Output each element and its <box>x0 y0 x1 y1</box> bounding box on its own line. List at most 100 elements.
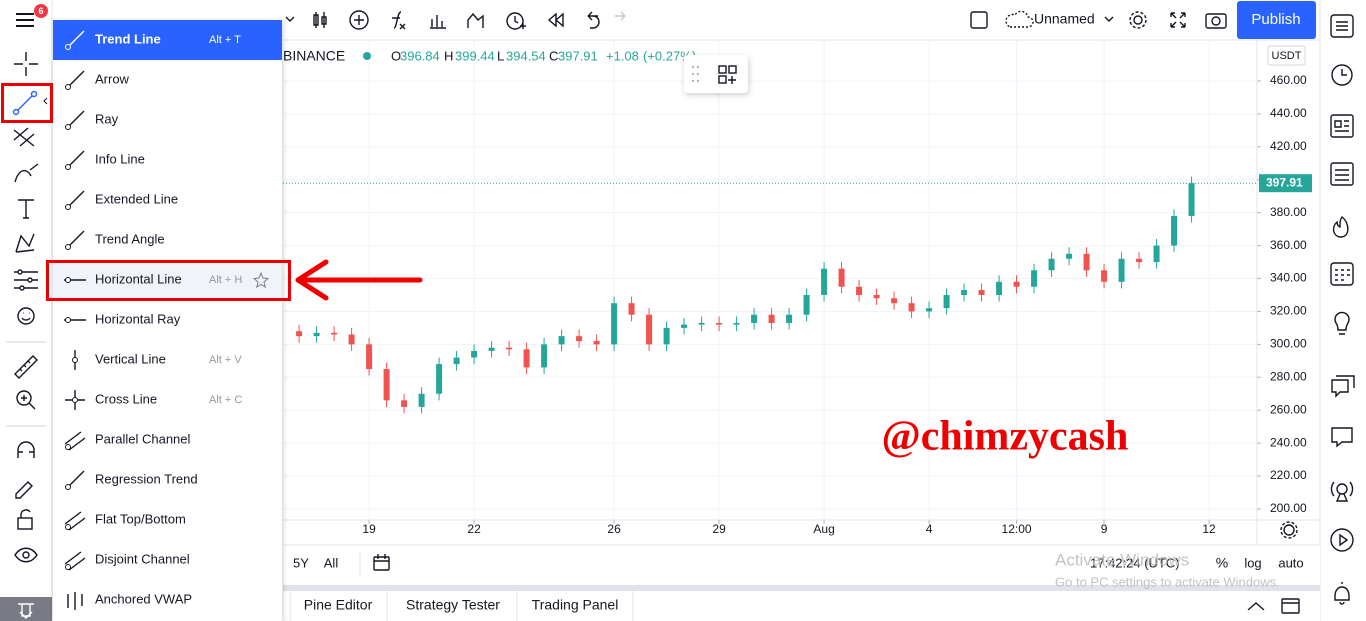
menu-item-label[interactable]: Vertical Line <box>95 351 166 366</box>
cloud-icon[interactable] <box>1005 10 1034 28</box>
drag-handle[interactable] <box>691 65 700 83</box>
replay-icon[interactable] <box>547 12 564 28</box>
chevron-icon[interactable] <box>1104 16 1114 22</box>
hands <box>1341 69 1347 76</box>
menu-item-label[interactable]: Anchored VWAP <box>95 591 192 606</box>
dot <box>12 108 20 116</box>
lock-draw-tool[interactable] <box>15 481 33 499</box>
alerts-icon[interactable] <box>1331 64 1353 86</box>
watchlist-icon[interactable] <box>1330 14 1354 38</box>
range-button[interactable]: All <box>324 555 339 570</box>
menu-item-label[interactable]: Arrow <box>95 71 130 86</box>
ideas-icon[interactable] <box>1334 311 1350 335</box>
trend-tool[interactable] <box>15 93 35 113</box>
candle-body <box>418 393 425 407</box>
rings <box>374 554 389 562</box>
range-button[interactable]: 5Y <box>293 555 309 570</box>
menu-item-label[interactable]: Trend Line <box>95 31 161 46</box>
expand-arrow[interactable] <box>43 97 48 105</box>
date-range-icon[interactable] <box>373 556 390 571</box>
menu-icon[interactable] <box>16 13 34 27</box>
currency[interactable]: USDT <box>1272 50 1302 62</box>
visibility-tool[interactable] <box>14 547 38 563</box>
menu-item-label[interactable]: Info Line <box>95 151 145 166</box>
menu-item-label[interactable]: Disjoint Channel <box>95 551 190 566</box>
menu-item-label[interactable]: Flat Top/Bottom <box>95 511 186 526</box>
brush-tool[interactable] <box>14 163 39 183</box>
menu-item-label[interactable]: Ray <box>95 111 119 126</box>
icon-dot <box>65 44 71 50</box>
menu-item-label[interactable]: Extended Line <box>95 191 178 206</box>
icon-tool[interactable] <box>17 307 35 325</box>
menu-item-label[interactable]: Cross Line <box>95 391 157 406</box>
pattern-tool[interactable] <box>15 233 35 253</box>
menu-item-label[interactable]: Parallel Channel <box>95 431 191 446</box>
menu-item-label[interactable]: Horizontal Ray <box>95 311 181 326</box>
calendar-icon[interactable] <box>1330 262 1354 286</box>
log-toggle[interactable]: log <box>1244 555 1261 570</box>
zoom-tool[interactable] <box>16 390 32 406</box>
alert-icon[interactable] <box>506 12 524 30</box>
chats-icon[interactable] <box>1331 375 1355 398</box>
candle-body <box>646 314 653 345</box>
dot <box>17 269 23 275</box>
notifications-icon[interactable] <box>1334 582 1350 605</box>
menu-item-selected[interactable] <box>53 20 282 60</box>
layout-icon[interactable] <box>970 11 988 29</box>
fullscreen-icon[interactable] <box>1170 12 1186 28</box>
axis-settings-icon[interactable] <box>1283 524 1295 536</box>
news-icon[interactable] <box>1330 114 1354 138</box>
candle-body <box>821 268 828 295</box>
video-icon[interactable] <box>1330 528 1354 552</box>
text-tool[interactable] <box>18 199 34 219</box>
chat-icon[interactable] <box>1331 427 1353 448</box>
menu-item-label[interactable]: Trend Angle <box>95 231 165 246</box>
gear-teeth <box>1129 11 1147 29</box>
menu-item-hover[interactable] <box>53 260 282 300</box>
candle-body <box>1013 281 1020 287</box>
panel-tab[interactable]: Trading Panel <box>532 597 619 613</box>
y-tick-label: 340.00 <box>1270 271 1307 285</box>
snapshot-icon[interactable] <box>1205 13 1227 29</box>
menu-item-label[interactable]: Horizontal Line <box>95 271 182 286</box>
remove-tool[interactable] <box>18 603 34 619</box>
measure-tool[interactable] <box>14 355 38 379</box>
clock[interactable]: 17:42:24 (UTC) <box>1090 555 1180 570</box>
chart-type-icon[interactable] <box>313 12 327 28</box>
favorite-star[interactable] <box>252 271 270 289</box>
percent-toggle[interactable]: % <box>1216 555 1228 571</box>
publish-button[interactable] <box>1237 1 1316 39</box>
indicator-add-icon[interactable] <box>349 10 369 30</box>
candle-body <box>961 290 968 295</box>
streams-icon[interactable] <box>1336 483 1348 495</box>
compare-icon[interactable] <box>467 12 484 28</box>
lock-tool[interactable] <box>17 517 33 530</box>
data-window-icon[interactable] <box>1330 162 1354 186</box>
panel-tab[interactable]: Pine Editor <box>304 597 373 613</box>
icon-dot <box>72 397 78 403</box>
currency-box[interactable] <box>1267 45 1306 66</box>
menu-item-label[interactable]: Regression Trend <box>95 471 198 486</box>
templates-icon[interactable] <box>430 15 446 29</box>
candle-body <box>1171 215 1178 246</box>
settings-icon[interactable] <box>1133 15 1143 25</box>
undo-icon[interactable] <box>587 11 600 29</box>
panel-tab[interactable]: Strategy Tester <box>406 597 500 613</box>
magnet-tool[interactable] <box>17 441 35 458</box>
redo-icon[interactable] <box>615 11 626 21</box>
fx-icon[interactable] <box>392 11 406 30</box>
chevron-icon[interactable] <box>285 16 295 22</box>
layout-name[interactable]: Unnamed <box>1034 11 1095 27</box>
object-tree-icon[interactable] <box>718 65 737 84</box>
play <box>1339 533 1349 547</box>
publish-label[interactable]: Publish <box>1251 11 1300 28</box>
fib-tool[interactable] <box>13 127 35 147</box>
auto-toggle[interactable]: auto <box>1278 555 1303 570</box>
icon-dot <box>65 564 71 570</box>
hotlists-icon[interactable] <box>1332 215 1349 238</box>
cross-tool[interactable] <box>14 52 38 76</box>
maximize-icon[interactable] <box>1281 598 1300 614</box>
collapse-icon[interactable] <box>1247 602 1265 611</box>
candle-body <box>908 303 915 312</box>
